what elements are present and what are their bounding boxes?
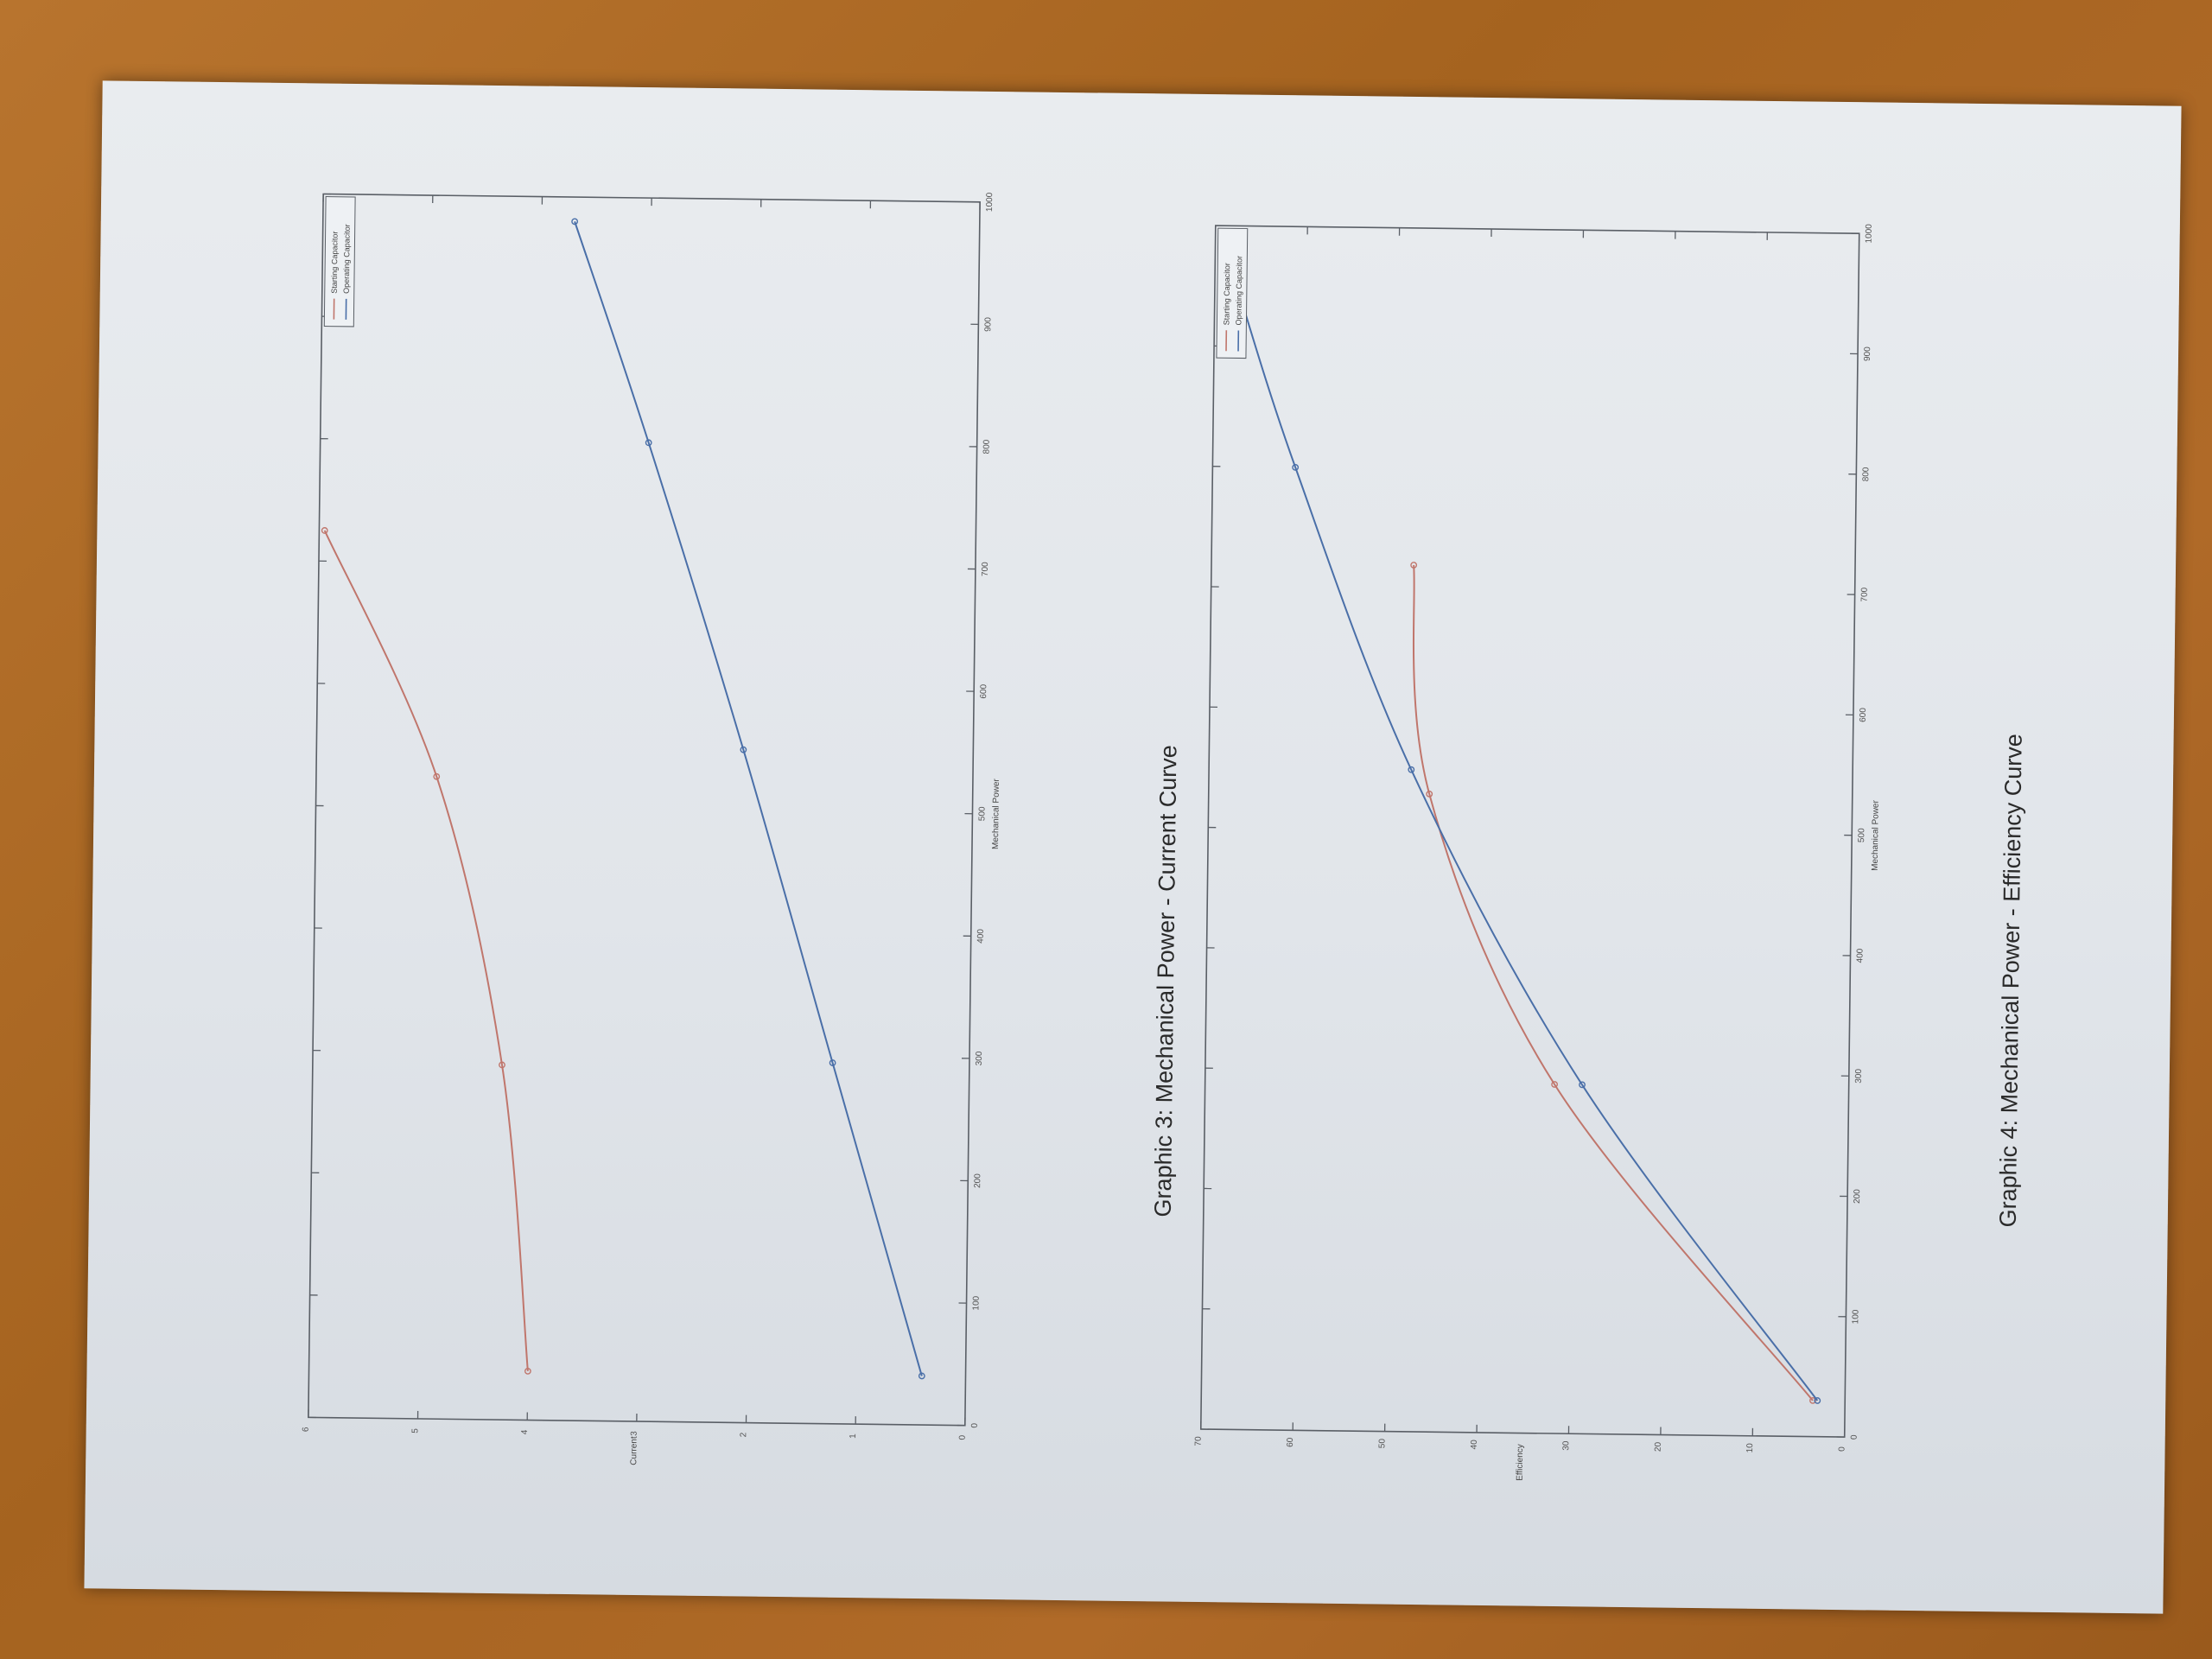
y-tick-label: 0 [958, 1434, 968, 1440]
chart-3: 0 100 200 300 400 500 600 700 800 900 1000 0 1 2 3 4 5 6 M… [302, 192, 1001, 1465]
legend-entry: Operating Capacitor [342, 224, 352, 294]
data-point [571, 218, 579, 226]
y-tick-label: 40 [1470, 1440, 1479, 1450]
data-point [829, 1059, 836, 1066]
chart-4: 0 100 200 300 400 500 600 700 800 900 1000 0 10 20 30 4… [1194, 224, 1881, 1481]
legend-entry: Starting Capacitor [330, 232, 340, 294]
y-tick-label: 20 [1654, 1441, 1663, 1452]
data-point [918, 1372, 925, 1380]
x-tick-label: 700 [981, 562, 990, 576]
x-tick-label: 500 [1857, 828, 1866, 842]
paper-sheet: 0 100 200 300 400 500 600 700 800 900 1000 0 1 2 3 4 5 6 M… [84, 80, 2182, 1614]
x-tick-label: 400 [976, 929, 986, 944]
data-point [1551, 1081, 1559, 1088]
y-tick-label: 60 [1286, 1437, 1295, 1447]
data-point [740, 746, 747, 753]
data-point [1579, 1081, 1586, 1089]
x-tick-label: 100 [971, 1295, 981, 1310]
legend-box [323, 196, 356, 327]
data-point [1814, 1397, 1821, 1404]
x-tick-label: 200 [1853, 1189, 1862, 1204]
x-tick-label: 700 [1860, 587, 1870, 601]
data-point [1426, 790, 1433, 798]
x-tick-label: 500 [977, 806, 987, 821]
x-tick-label: 600 [1859, 708, 1868, 722]
y-tick-label: 1 [849, 1433, 858, 1439]
x-tick-label: 1000 [985, 192, 995, 212]
data-point [645, 439, 652, 447]
x-tick-label: 400 [1855, 948, 1865, 963]
data-point [321, 527, 328, 534]
x-tick-label: 300 [1854, 1069, 1864, 1084]
y-tick-label: 3 [630, 1431, 639, 1436]
x-axis-label: Mechanical Power [1871, 799, 1881, 871]
y-tick-label: 5 [410, 1428, 420, 1433]
y-tick-label: 70 [1194, 1436, 1204, 1446]
data-point [1410, 562, 1418, 569]
legend-entry: Starting Capacitor [1222, 263, 1231, 325]
y-tick-label: 4 [520, 1429, 530, 1434]
legend-entry: Operating Capacitor [1234, 256, 1243, 326]
x-tick-label: 200 [973, 1173, 982, 1188]
y-tick-label: 50 [1377, 1439, 1387, 1449]
data-point [433, 772, 441, 780]
x-tick-label: 300 [975, 1051, 984, 1065]
data-point [1292, 463, 1300, 471]
x-tick-label: 0 [1850, 1434, 1859, 1440]
x-axis-label: Mechanical Power [991, 778, 1001, 849]
legend-box [1216, 227, 1249, 359]
y-tick-label: 30 [1561, 1440, 1571, 1451]
y-tick-label: 10 [1745, 1443, 1755, 1453]
y-tick-label: 6 [302, 1427, 311, 1432]
y-tick-label: 0 [1838, 1446, 1847, 1452]
x-tick-label: 600 [979, 683, 988, 698]
series-line-operating-capacitor [574, 221, 923, 1376]
x-tick-label: 900 [1863, 346, 1872, 361]
y-axis-label: Efficiency [1516, 1444, 1526, 1481]
data-point [524, 1367, 531, 1375]
x-tick-label: 100 [1851, 1309, 1860, 1324]
data-point [1408, 766, 1415, 773]
data-point [1809, 1396, 1816, 1404]
series-line-starting-capacitor [1412, 564, 1814, 1402]
plot-frame [1199, 225, 1860, 1438]
y-tick-label: 2 [739, 1432, 748, 1437]
plot-frame [308, 193, 981, 1427]
data-point [499, 1061, 505, 1069]
charts-canvas: 010020030040050060070080090010000123456M… [302, 192, 1881, 1481]
x-tick-label: 0 [970, 1423, 980, 1428]
x-tick-label: 800 [982, 439, 992, 454]
x-tick-label: 800 [1861, 467, 1871, 481]
series-line-operating-capacitor [1232, 273, 1819, 1402]
series-line-starting-capacitor [323, 530, 529, 1371]
y-axis-label: Current [629, 1436, 639, 1465]
x-tick-label: 900 [983, 317, 993, 332]
x-tick-label: 1000 [1865, 224, 1874, 244]
